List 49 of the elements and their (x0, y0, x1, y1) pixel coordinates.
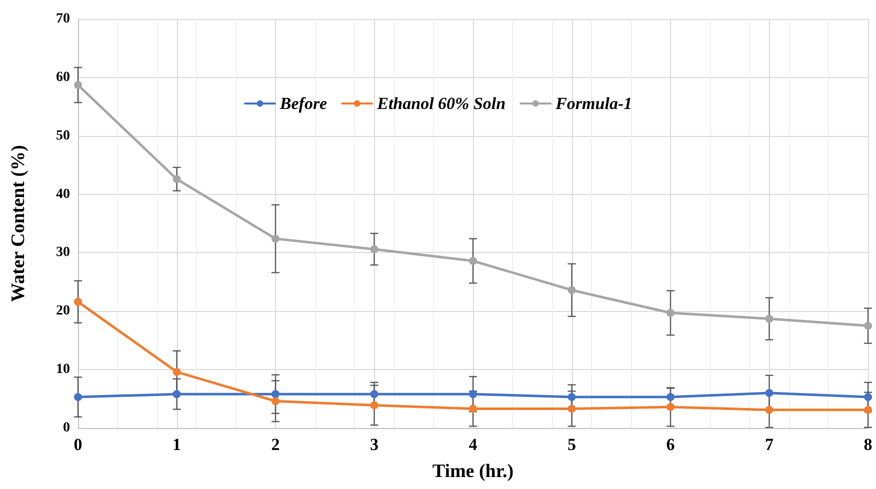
point (469, 390, 477, 398)
point (568, 404, 576, 413)
point (666, 402, 674, 411)
y-tick-label: 50 (56, 128, 70, 144)
point (370, 390, 378, 398)
point (765, 388, 774, 397)
y-tick-label: 10 (56, 362, 70, 378)
point (666, 308, 674, 317)
x-tick-label: 2 (271, 435, 280, 454)
y-tick-label: 20 (56, 304, 70, 319)
point (172, 368, 181, 376)
point (272, 397, 280, 406)
point (370, 245, 378, 254)
point (469, 404, 477, 413)
x-tick-label: 8 (864, 435, 872, 454)
y-tick-label: 40 (56, 186, 70, 202)
point (666, 393, 674, 402)
x-tick-label: 7 (765, 435, 774, 454)
y-tick-label: 60 (56, 70, 70, 85)
x-tick-label: 4 (468, 435, 478, 454)
y-tick-label: 0 (63, 420, 70, 436)
legend-label: Before (278, 94, 328, 113)
y-tick-label: 70 (56, 12, 70, 26)
point (272, 390, 280, 398)
point (370, 401, 378, 410)
point (765, 406, 774, 414)
point (864, 393, 872, 402)
x-tick-label: 5 (568, 435, 576, 454)
point (765, 314, 774, 323)
x-tick-label: 0 (74, 435, 82, 454)
x-tick-label: 6 (666, 435, 675, 454)
legend-label: Ethanol 60% Soln (376, 94, 506, 113)
x-tick-label: 3 (370, 435, 378, 454)
point (469, 256, 477, 265)
legend-label: Formula-1 (554, 94, 632, 113)
point (568, 393, 576, 402)
point (272, 234, 280, 243)
y-axis-title: Water Content (%) (8, 145, 29, 302)
point (172, 390, 181, 398)
point (172, 175, 181, 184)
point (864, 322, 872, 330)
point (74, 393, 82, 402)
x-tick-label: 1 (172, 435, 181, 454)
point (864, 406, 872, 414)
point (74, 298, 82, 306)
point (74, 81, 82, 90)
point (568, 286, 576, 294)
x-axis-title: Time (hr.) (432, 461, 514, 482)
y-tick-label: 30 (56, 245, 70, 260)
